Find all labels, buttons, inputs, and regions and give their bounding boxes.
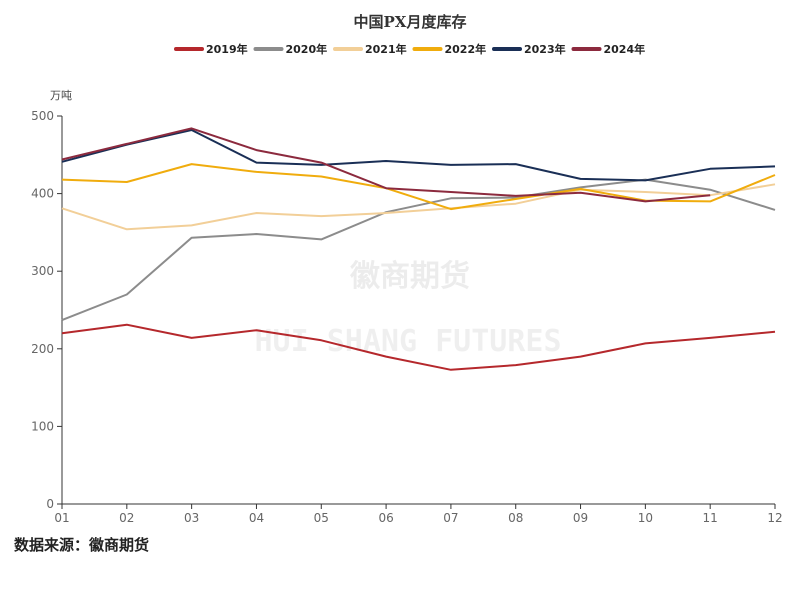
chart-title: 中国PX月度库存 bbox=[354, 13, 467, 31]
x-tick-label: 11 bbox=[703, 511, 718, 525]
x-tick-label: 02 bbox=[119, 511, 134, 525]
legend-label-2: 2020年 bbox=[286, 42, 328, 56]
legend-label-3: 2021年 bbox=[365, 42, 407, 56]
watermark-en: HUI SHANG FUTURES bbox=[254, 324, 561, 359]
series-line-2 bbox=[61, 178, 776, 322]
x-tick-label: 10 bbox=[638, 511, 653, 525]
y-tick-label: 0 bbox=[46, 497, 54, 511]
x-tick-label: 04 bbox=[249, 511, 264, 525]
axes: 0 100 200 300 400 500 01 02 03 04 05 06 07 08 09 10 11 12 bbox=[31, 109, 783, 525]
legend-label-4: 2022年 bbox=[445, 42, 487, 56]
legend-label-1: 2019年 bbox=[206, 42, 248, 56]
series-line-4 bbox=[61, 163, 776, 211]
watermark-cn: 徽商期货 bbox=[349, 259, 470, 294]
y-tick-label: 400 bbox=[31, 187, 54, 201]
series-line-3 bbox=[61, 183, 776, 231]
y-tick-label: 500 bbox=[31, 109, 54, 123]
x-tick-label: 06 bbox=[378, 511, 393, 525]
x-tick-label: 08 bbox=[508, 511, 523, 525]
series-group bbox=[61, 127, 776, 371]
series-line-5 bbox=[61, 129, 776, 182]
y-tick-label: 100 bbox=[31, 419, 54, 433]
y-axis-unit: 万吨 bbox=[50, 89, 72, 102]
x-tick-label: 03 bbox=[184, 511, 199, 525]
x-tick-label: 01 bbox=[54, 511, 69, 525]
x-tick-label: 12 bbox=[767, 511, 782, 525]
series-line-1 bbox=[61, 323, 776, 371]
x-tick-label: 07 bbox=[443, 511, 458, 525]
y-tick-label: 200 bbox=[31, 342, 54, 356]
legend: 2019年 2020年 2021年 2022年 2023年 2024年 bbox=[174, 42, 646, 56]
legend-label-6: 2024年 bbox=[604, 42, 646, 56]
chart: 中国PX月度库存 2019年 2020年 2021年 2022年 2023年 2024年 … bbox=[31, 13, 783, 525]
x-tick-label: 05 bbox=[314, 511, 329, 525]
x-tick-label: 09 bbox=[573, 511, 588, 525]
series-line-6 bbox=[61, 127, 711, 203]
y-tick-label: 300 bbox=[31, 264, 54, 278]
source-note: 数据来源：徽商期货 bbox=[14, 536, 150, 554]
legend-label-5: 2023年 bbox=[524, 42, 566, 56]
